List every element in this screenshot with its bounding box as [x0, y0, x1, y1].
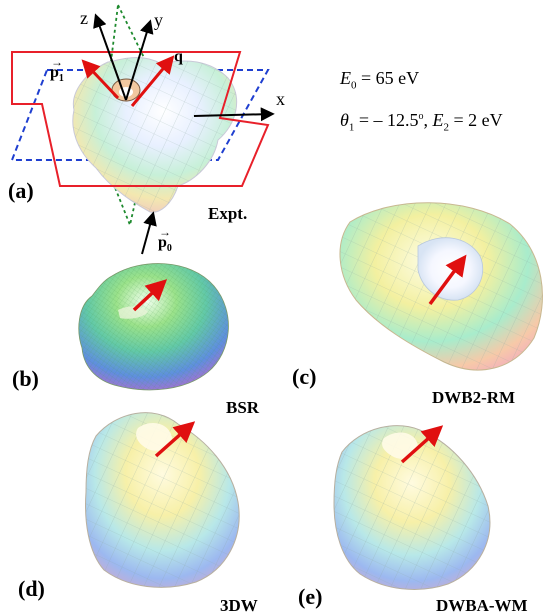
y-axis: [125, 19, 154, 101]
panel-c-graphic: [339, 202, 543, 371]
perpendicular-plane: [10, 69, 270, 161]
param-theta-e2: θ1 = – 12.5o, E2 = 2 eV: [340, 110, 503, 134]
q-vector: [130, 55, 175, 107]
scattering-plane: [11, 51, 270, 187]
3dw-q-arrow: [154, 421, 196, 458]
panel-b-method: BSR: [226, 398, 260, 417]
y-axis-label: y: [154, 10, 163, 30]
p1-label: → p1: [50, 55, 64, 85]
panel-d-graphic: [85, 412, 240, 588]
dwb2rm-q-arrow: [428, 254, 467, 306]
x-axis: [193, 107, 275, 122]
panel-c-tag: (c): [292, 364, 317, 389]
panel-d-tag: (d): [18, 576, 45, 601]
panel-c-method: DWB2-RM: [432, 388, 516, 407]
param-e0: E0 = 65 eV: [340, 68, 420, 92]
bsr-q-arrow: [132, 279, 168, 312]
panel-e-tag: (e): [298, 584, 323, 609]
p1-vector: [81, 59, 120, 100]
panel-b-tag: (b): [12, 366, 39, 391]
panel-a-method: Expt.: [208, 204, 248, 223]
dwbawm-q-arrow: [400, 425, 444, 464]
vector-arrow-glyph: →: [51, 55, 63, 69]
p0-vector: [141, 211, 157, 255]
panel-e-graphic: [333, 425, 491, 590]
x-axis-label: x: [276, 89, 285, 109]
panel-a-graphic: [10, 1, 275, 255]
panel-b-graphic: [78, 263, 229, 391]
vector-arrow-glyph: →: [159, 225, 171, 239]
panel-a-tag: (a): [8, 178, 34, 203]
panel-d-method: 3DW: [220, 596, 258, 615]
z-axis-label: z: [80, 8, 88, 28]
p0-label: → p0: [158, 225, 172, 255]
panel-e-method: DWBA-WM: [436, 596, 528, 615]
q-label: q: [174, 48, 183, 65]
z-axis: [93, 13, 127, 101]
